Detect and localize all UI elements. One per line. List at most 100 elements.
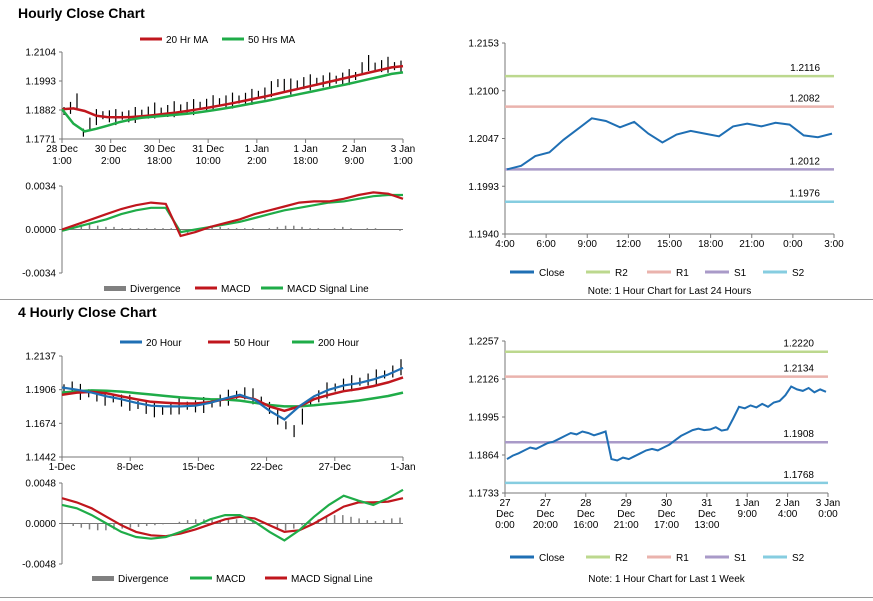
hourly-price-x-tick-label: 30 Dec bbox=[95, 144, 127, 155]
four-hourly-levels-level-label-s1: 1.1908 bbox=[783, 429, 814, 440]
hourly-macd-macd-line bbox=[61, 191, 404, 238]
four-hourly-levels-x-tick-label: Dec bbox=[698, 509, 716, 520]
hourly-macd-legend-label: MACD Signal Line bbox=[287, 284, 369, 295]
hourly-macd-y-tick-label: 0.0000 bbox=[25, 225, 56, 236]
four-hourly-macd-legend-label: Divergence bbox=[118, 574, 169, 585]
four-hourly-price-x-tick-label: 1-Jan bbox=[390, 462, 415, 473]
hourly-macd-signal-line bbox=[61, 193, 403, 234]
four-hourly-section-title: 4 Hourly Close Chart bbox=[18, 304, 157, 320]
hourly-price-y-tick-label: 1.2104 bbox=[25, 48, 56, 59]
four-hourly-price-x-tick-label: 22-Dec bbox=[250, 462, 282, 473]
four-hourly-levels-y-tick-label: 1.2126 bbox=[468, 375, 499, 386]
four-hourly-macd-legend-label: MACD Signal Line bbox=[291, 574, 373, 585]
hourly-levels-close-line bbox=[506, 117, 833, 171]
four-hourly-macd-y-tick-label: -0.0048 bbox=[22, 560, 56, 571]
four-hourly-price-legend-label: 20 Hour bbox=[146, 338, 182, 349]
hourly-price-x-tick-label: 2:00 bbox=[101, 156, 121, 167]
four-hourly-macd-legend-swatch bbox=[92, 576, 114, 581]
hourly-levels-level-label-s2: 1.1976 bbox=[789, 189, 820, 200]
hourly-price-x-tick-label: 28 Dec bbox=[46, 144, 78, 155]
hourly-macd-y-tick-label: -0.0034 bbox=[22, 269, 56, 280]
four-hourly-levels-x-tick-label: 13:00 bbox=[694, 520, 719, 531]
four-hourly-levels-x-tick-label: Dec bbox=[496, 509, 514, 520]
hourly-price-ma-short-line bbox=[61, 64, 404, 119]
hourly-levels-legend-label: S1 bbox=[734, 268, 747, 279]
hourly-price-x-tick-label: 30 Dec bbox=[144, 144, 176, 155]
hourly-price-legend-label: 20 Hr MA bbox=[166, 35, 209, 46]
hourly-price-x-tick-label: 2:00 bbox=[247, 156, 267, 167]
four-hourly-levels-legend-label: Close bbox=[539, 553, 565, 564]
section-divider bbox=[0, 299, 873, 300]
four-hourly-levels-x-tick-label: Dec bbox=[617, 509, 635, 520]
four-hourly-levels-legend-label: R1 bbox=[676, 553, 689, 564]
four-hourly-levels-note: Note: 1 Hour Chart for Last 1 Week bbox=[588, 574, 746, 585]
four-hourly-levels-level-label-s2: 1.1768 bbox=[783, 470, 814, 481]
four-hourly-macd-legend-label: MACD bbox=[216, 574, 245, 585]
hourly-levels-x-tick-label: 3:00 bbox=[824, 239, 844, 250]
hourly-section-title: Hourly Close Chart bbox=[18, 5, 145, 21]
four-hourly-levels-y-tick-label: 1.1733 bbox=[468, 489, 499, 500]
hourly-levels-y-tick-label: 1.2153 bbox=[468, 39, 499, 50]
four-hourly-levels-legend-label: R2 bbox=[615, 553, 628, 564]
four-hourly-levels-x-tick-label: Dec bbox=[658, 509, 676, 520]
hourly-price-x-tick-label: 1:00 bbox=[393, 156, 413, 167]
hourly-price-y-tick-label: 1.1771 bbox=[25, 135, 56, 146]
hourly-levels-legend-label: R1 bbox=[676, 268, 689, 279]
hourly-macd-legend-label: Divergence bbox=[130, 284, 181, 295]
hourly-levels-x-tick-label: 12:00 bbox=[616, 239, 641, 250]
four-hourly-price-y-tick-label: 1.2137 bbox=[25, 352, 56, 363]
hourly-price-x-tick-label: 18:00 bbox=[147, 156, 172, 167]
hourly-levels-y-tick-label: 1.1940 bbox=[468, 230, 499, 241]
four-hourly-price-ma-200-line bbox=[61, 389, 404, 408]
four-hourly-levels-x-tick-label: 27 bbox=[499, 498, 511, 509]
four-hourly-levels-x-tick-label: 31 bbox=[701, 498, 713, 509]
hourly-levels-x-tick-label: 0:00 bbox=[783, 239, 803, 250]
hourly-levels-level-label-s1: 1.2012 bbox=[789, 156, 820, 167]
four-hourly-levels-x-tick-label: 2 Jan bbox=[775, 498, 799, 509]
four-hourly-price-x-tick-label: 8-Dec bbox=[117, 462, 144, 473]
four-hourly-price-y-tick-label: 1.1442 bbox=[25, 453, 56, 464]
hourly-levels-y-tick-label: 1.2047 bbox=[468, 134, 499, 145]
hourly-levels-x-tick-label: 21:00 bbox=[739, 239, 764, 250]
hourly-price-x-tick-label: 31 Dec bbox=[192, 144, 224, 155]
hourly-price-ma-long-line bbox=[61, 71, 404, 133]
hourly-price-y-tick-label: 1.1993 bbox=[25, 77, 56, 88]
hourly-price-x-tick-label: 9:00 bbox=[345, 156, 365, 167]
hourly-price-x-tick-label: 1 Jan bbox=[245, 144, 269, 155]
four-hourly-levels-close-line bbox=[506, 385, 827, 462]
four-hourly-levels-x-tick-label: 16:00 bbox=[573, 520, 598, 531]
four-hourly-levels-x-tick-label: 0:00 bbox=[818, 509, 838, 520]
hourly-macd-y-tick-label: 0.0034 bbox=[25, 182, 56, 193]
four-hourly-price-legend-label: 200 Hour bbox=[318, 338, 360, 349]
hourly-price-x-tick-label: 1 Jan bbox=[293, 144, 317, 155]
hourly-price-x-tick-label: 18:00 bbox=[293, 156, 318, 167]
four-hourly-price-y-tick-label: 1.1674 bbox=[25, 419, 56, 430]
hourly-price-x-tick-label: 10:00 bbox=[196, 156, 221, 167]
four-hourly-levels-y-tick-label: 1.2257 bbox=[468, 337, 499, 348]
four-hourly-levels-x-tick-label: 9:00 bbox=[738, 509, 758, 520]
four-hourly-price-y-tick-label: 1.1906 bbox=[25, 385, 56, 396]
four-hourly-price-legend-label: 50 Hour bbox=[234, 338, 270, 349]
hourly-price-x-tick-label: 3 Jan bbox=[391, 144, 415, 155]
four-hourly-levels-x-tick-label: 30 bbox=[661, 498, 673, 509]
four-hourly-levels-legend-label: S1 bbox=[734, 553, 747, 564]
hourly-levels-x-tick-label: 4:00 bbox=[495, 239, 515, 250]
four-hourly-levels-x-tick-label: 17:00 bbox=[654, 520, 679, 531]
four-hourly-macd-signal-line bbox=[61, 497, 404, 538]
four-hourly-levels-x-tick-label: 1 Jan bbox=[735, 498, 759, 509]
four-hourly-levels-x-tick-label: 27 bbox=[540, 498, 552, 509]
four-hourly-price-x-tick-label: 27-Dec bbox=[319, 462, 351, 473]
four-hourly-levels-x-tick-label: 0:00 bbox=[495, 520, 515, 531]
hourly-levels-x-tick-label: 18:00 bbox=[698, 239, 723, 250]
hourly-macd-legend-label: MACD bbox=[221, 284, 250, 295]
four-hourly-levels-y-tick-label: 1.1995 bbox=[468, 413, 499, 424]
four-hourly-macd-y-tick-label: 0.0048 bbox=[25, 479, 56, 490]
four-hourly-macd-y-tick-label: 0.0000 bbox=[25, 519, 56, 530]
four-hourly-price-x-tick-label: 15-Dec bbox=[182, 462, 214, 473]
four-hourly-levels-y-tick-label: 1.1864 bbox=[468, 451, 499, 462]
four-hourly-macd-macd-line bbox=[61, 488, 404, 542]
hourly-price-x-tick-label: 1:00 bbox=[52, 156, 72, 167]
four-hourly-levels-x-tick-label: 4:00 bbox=[778, 509, 798, 520]
hourly-levels-level-label-r2: 1.2116 bbox=[790, 63, 820, 74]
